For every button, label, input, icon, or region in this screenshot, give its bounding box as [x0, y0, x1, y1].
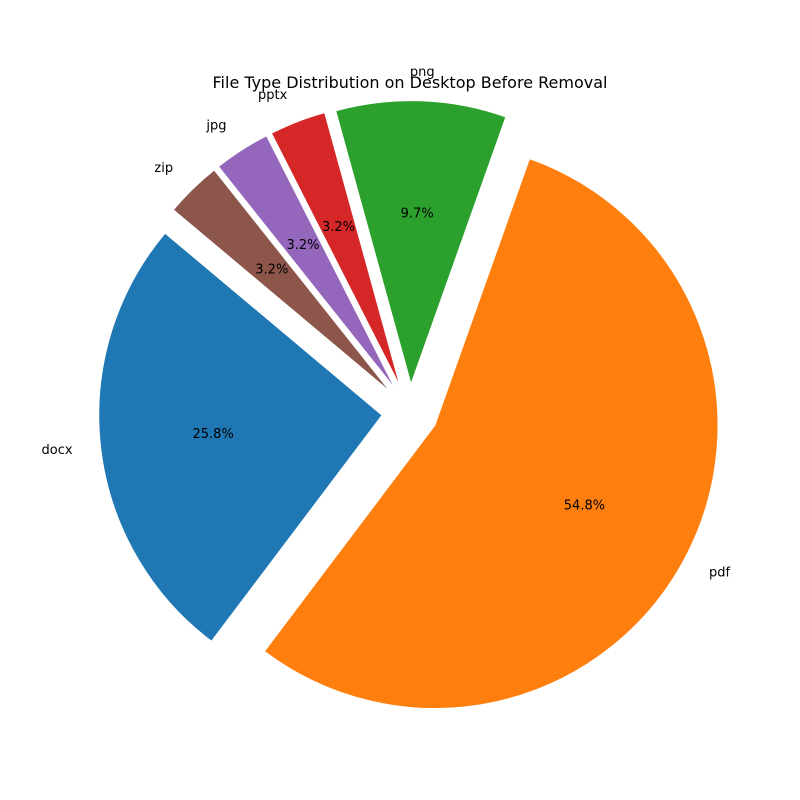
- pie-slice-pdf: [263, 158, 719, 709]
- slice-label-png: png: [410, 65, 435, 80]
- slice-percent-jpg: 3.2%: [286, 238, 319, 253]
- slice-label-jpg: jpg: [205, 119, 226, 134]
- slice-label-zip: zip: [154, 161, 173, 176]
- slice-percent-png: 9.7%: [401, 207, 434, 222]
- chart-title: File Type Distribution on Desktop Before…: [213, 73, 608, 92]
- slice-label-docx: docx: [42, 443, 73, 458]
- slice-label-pdf: pdf: [709, 565, 731, 580]
- pie-slice-zip: [172, 169, 391, 393]
- slice-percent-docx: 25.8%: [193, 427, 234, 442]
- slice-percent-zip: 3.2%: [255, 263, 288, 278]
- pie-slice-jpg: [218, 135, 396, 389]
- pie-labels: docx 25.8% pdf 54.8% png 9.7% pptx 3.2% jpg 3.2% z…: [42, 65, 731, 580]
- pie-slice-pptx: [271, 112, 401, 386]
- pie-slice-png: [335, 100, 507, 386]
- slice-percent-pptx: 3.2%: [322, 220, 355, 235]
- pie-slices: [98, 100, 719, 709]
- slice-percent-pdf: 54.8%: [564, 498, 605, 513]
- pie-slice-docx: [98, 232, 383, 642]
- slice-label-pptx: pptx: [258, 88, 288, 103]
